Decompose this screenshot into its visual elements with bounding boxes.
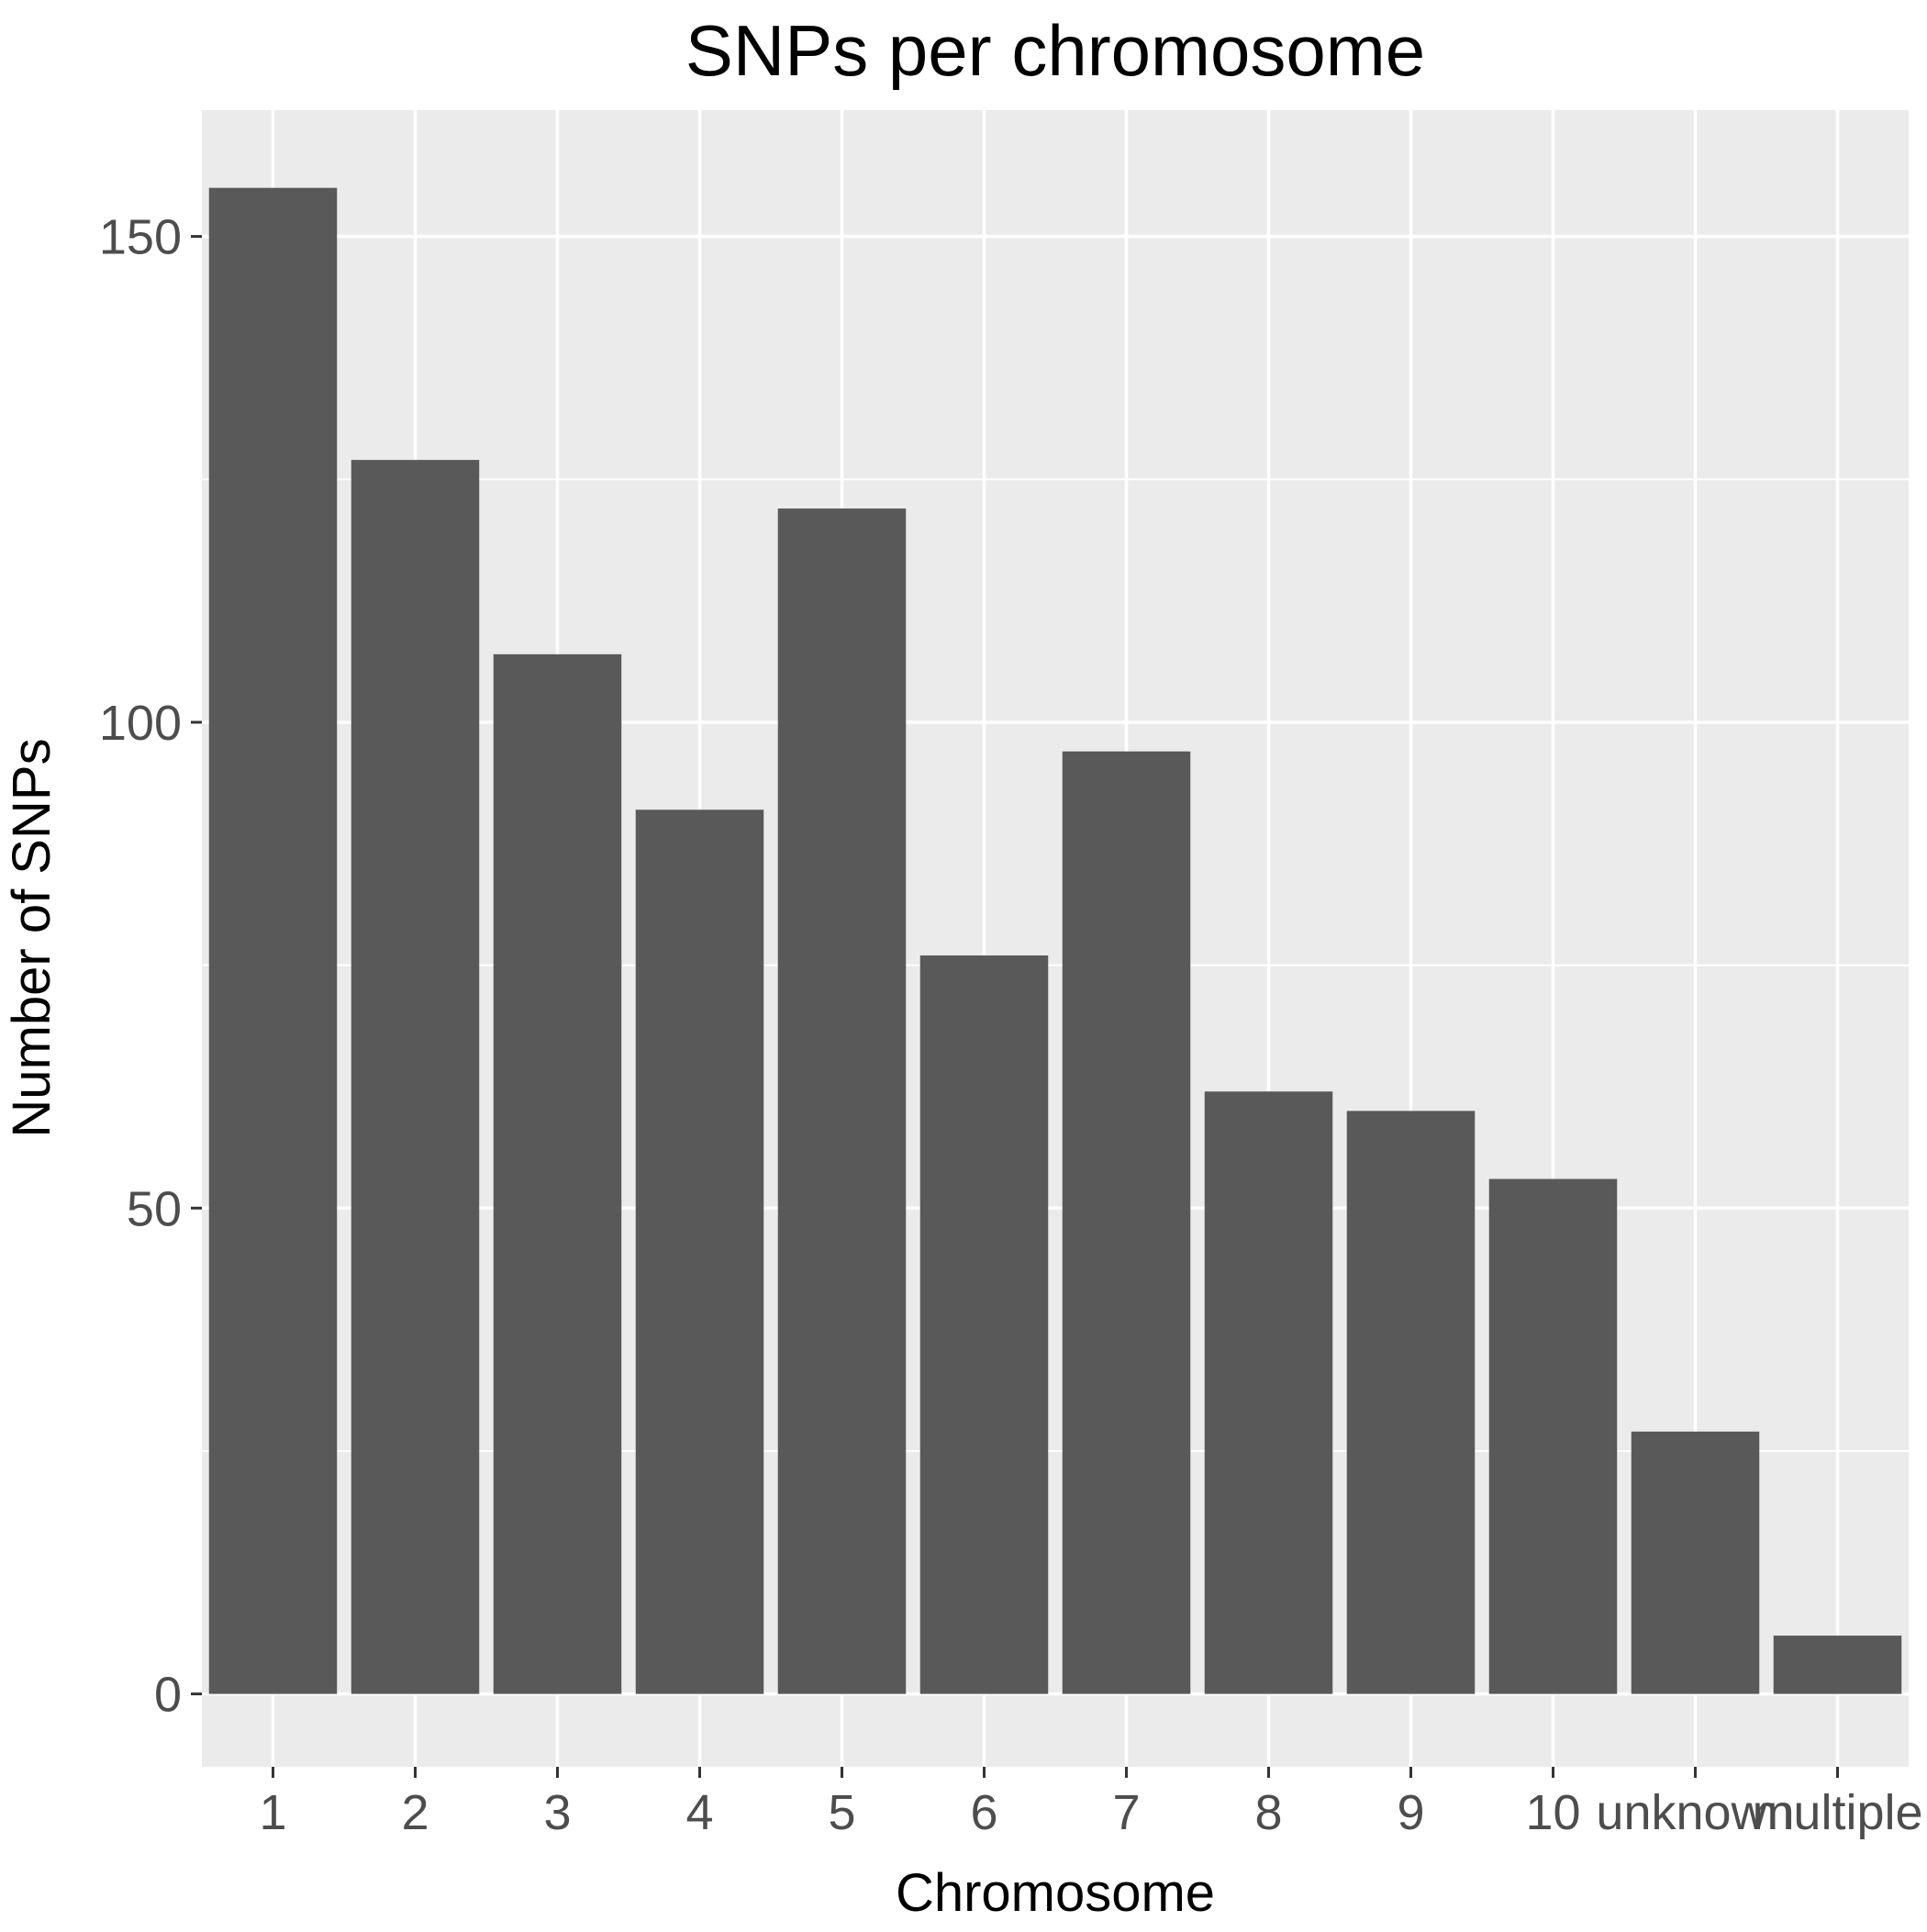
bar-7	[1062, 751, 1191, 1694]
bar-6	[919, 955, 1049, 1694]
x-tick-label-1: 1	[259, 1785, 286, 1840]
plot-panel	[202, 110, 1909, 1767]
x-tick-label-8: 8	[1254, 1785, 1282, 1840]
y-axis-title: Number of SNPs	[2, 738, 61, 1137]
x-tick-label-10: 10	[1525, 1785, 1580, 1840]
bar-layer	[208, 187, 1902, 1694]
x-axis-title: Chromosome	[896, 1863, 1215, 1923]
bar-multiple	[1773, 1636, 1902, 1694]
bar-2	[351, 460, 480, 1694]
x-tick-label-6: 6	[970, 1785, 997, 1840]
y-tick-label: 150	[99, 210, 182, 265]
x-tick-label-7: 7	[1112, 1785, 1140, 1840]
x-tick-label-4: 4	[685, 1785, 713, 1840]
y-tick-label: 100	[99, 696, 182, 751]
x-tick-label-3: 3	[543, 1785, 571, 1840]
bar-10	[1488, 1178, 1618, 1694]
chart-title: SNPs per chromosome	[685, 10, 1425, 91]
x-tick-label-2: 2	[401, 1785, 429, 1840]
bar-unknown	[1631, 1431, 1760, 1694]
bar-5	[777, 508, 907, 1694]
bar-3	[493, 653, 622, 1694]
x-tick-label-9: 9	[1397, 1785, 1424, 1840]
x-tick-label-unknown: unknown	[1596, 1785, 1794, 1840]
y-tick-label: 50	[127, 1181, 182, 1236]
bar-8	[1204, 1091, 1333, 1694]
x-tick-label-5: 5	[828, 1785, 855, 1840]
bar-4	[635, 810, 764, 1694]
bar-1	[208, 187, 338, 1694]
x-tick-label-multiple: multiple	[1752, 1785, 1922, 1840]
y-tick-label: 0	[154, 1668, 182, 1723]
bar-9	[1346, 1111, 1476, 1694]
